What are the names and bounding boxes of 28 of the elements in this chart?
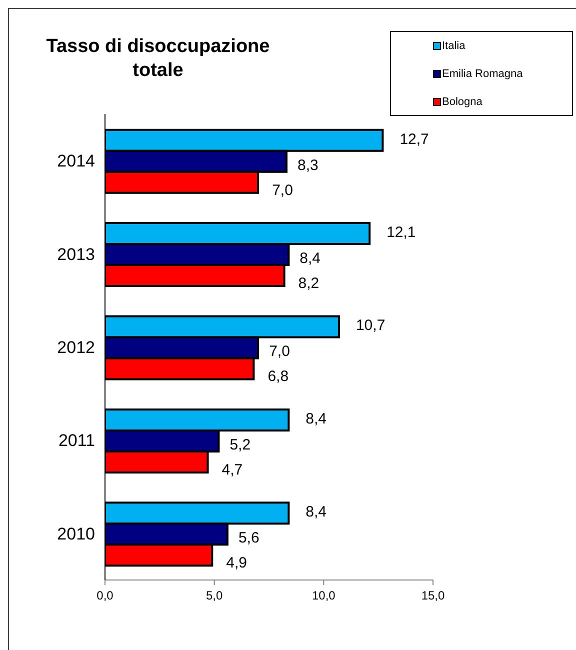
data-label: 7,0 <box>272 182 293 199</box>
y-tick-label: 2012 <box>57 338 95 358</box>
y-tick-label: 2014 <box>57 152 95 171</box>
y-tick-label: 2010 <box>57 524 95 544</box>
legend-label: Bologna <box>442 96 482 108</box>
data-label: 8,4 <box>300 250 321 268</box>
data-label: 4,7 <box>222 461 243 478</box>
y-tick-label: 2013 <box>57 244 95 264</box>
data-label: 8,3 <box>297 156 318 174</box>
data-label: 8,4 <box>306 504 327 521</box>
data-label: 6,8 <box>268 368 289 386</box>
data-label: 5,6 <box>238 530 260 547</box>
x-tick-label: 10,0 <box>312 588 336 603</box>
data-label: 4,9 <box>226 554 248 572</box>
data-label: 8,2 <box>298 275 320 292</box>
chart-title: Tasso di disoccupazione totale <box>45 35 271 83</box>
x-tick-label: 0,0 <box>96 588 114 603</box>
data-label: 12,7 <box>400 130 429 148</box>
legend-label: Italia <box>442 40 466 52</box>
x-tick-label: 5,0 <box>206 588 223 603</box>
data-label: 12,1 <box>386 224 416 242</box>
y-tick-label: 2011 <box>58 431 95 450</box>
data-label: 8,4 <box>306 410 327 428</box>
legend-label: Emilia Romagna <box>442 68 523 80</box>
x-tick-label: 15,0 <box>421 588 445 603</box>
data-label: 5,2 <box>230 436 251 454</box>
data-label: 7,0 <box>269 343 290 360</box>
data-label: 10,7 <box>356 317 386 334</box>
